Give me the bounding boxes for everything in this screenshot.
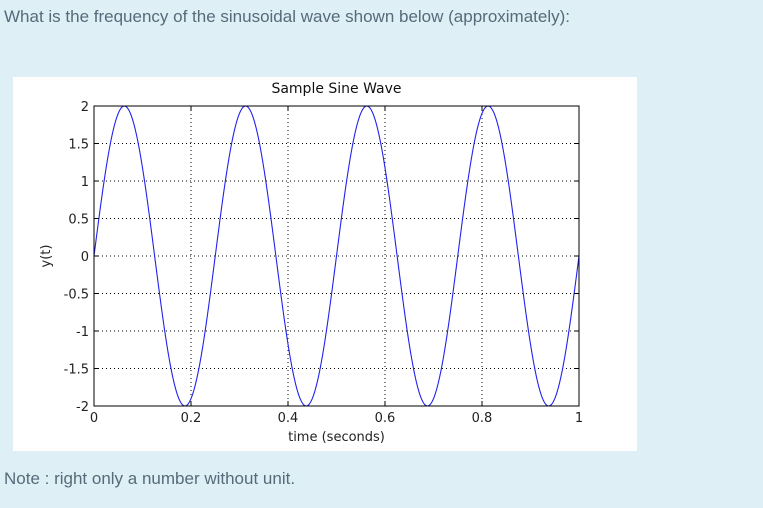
x-tick-label: 0.8 xyxy=(472,411,493,426)
y-axis-label: y(t) xyxy=(39,245,54,268)
sine-wave-chart: Sample Sine Wave 0 0.2 0.4 0.6 0.8 1 2 1.5 1 0.5… xyxy=(39,81,583,445)
y-tick-label: 1.5 xyxy=(68,138,89,153)
note-text: Note : right only a number without unit. xyxy=(4,469,296,488)
grid-lines xyxy=(94,106,579,406)
y-tick-label: -1.5 xyxy=(64,363,89,378)
y-tick-label: -0.5 xyxy=(64,288,89,303)
question-text: What is the frequency of the sinusoidal … xyxy=(4,7,571,26)
chart-title: Sample Sine Wave xyxy=(271,81,401,97)
x-tick-label: 0.4 xyxy=(278,411,299,426)
y-tick-label: 0.5 xyxy=(68,213,89,228)
series-layer xyxy=(93,105,580,407)
tick-marks xyxy=(93,105,580,407)
x-tick-label: 0.6 xyxy=(375,411,396,426)
y-tick-label: -1 xyxy=(76,325,89,340)
y-tick-label: 1 xyxy=(81,175,89,190)
y-tick-label: 0 xyxy=(81,250,89,265)
sine-wave-figure: Sample Sine Wave 0 0.2 0.4 0.6 0.8 1 2 1.5 1 0.5… xyxy=(13,77,637,451)
x-tick-labels: 0 0.2 0.4 0.6 0.8 1 xyxy=(90,411,583,426)
x-tick-label: 0 xyxy=(90,411,98,426)
y-tick-label: 2 xyxy=(81,100,89,115)
y-tick-labels: 2 1.5 1 0.5 0 -0.5 -1 -1.5 -2 xyxy=(64,100,89,415)
x-tick-label: 1 xyxy=(575,411,583,426)
y-tick-label: -2 xyxy=(76,400,89,415)
sine-wave-line xyxy=(93,105,580,407)
x-axis-label: time (seconds) xyxy=(288,430,385,445)
x-tick-label: 0.2 xyxy=(181,411,202,426)
